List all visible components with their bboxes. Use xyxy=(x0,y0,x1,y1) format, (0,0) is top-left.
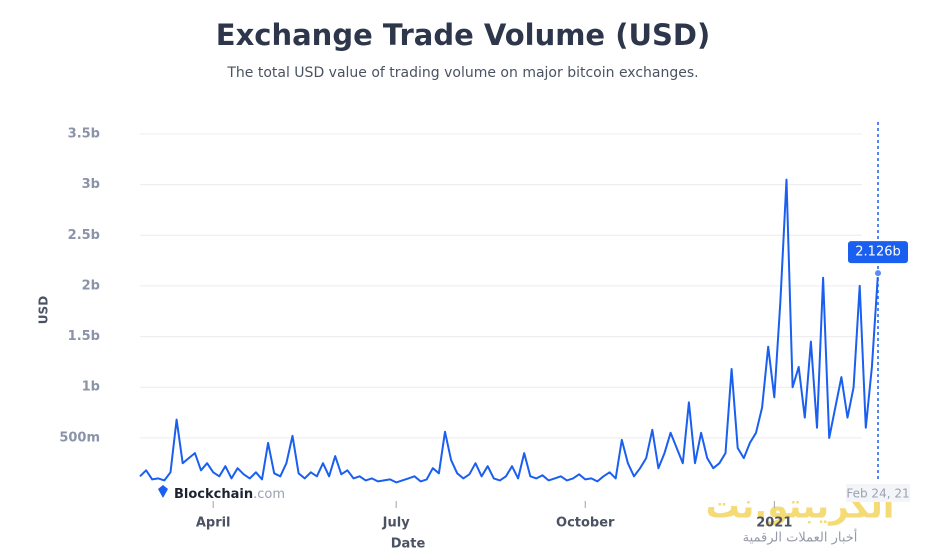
y-tick-label: 1.5b xyxy=(68,329,100,344)
y-axis-label: USD xyxy=(37,296,51,324)
hover-date-bg xyxy=(846,484,910,502)
hover-point xyxy=(874,269,882,278)
y-tick-label: 500m xyxy=(59,430,100,445)
chart-title: Exchange Trade Volume (USD) xyxy=(216,18,710,52)
watermark-tagline: أخبار العملات الرقمية xyxy=(743,529,858,546)
brand: Blockchain.com xyxy=(158,485,285,502)
x-tick-label: July xyxy=(382,516,411,531)
y-tick-label: 3.5b xyxy=(68,127,100,142)
x-tick-label: April xyxy=(196,516,231,531)
brand-logo xyxy=(158,485,168,498)
y-tick-label: 2b xyxy=(82,278,100,293)
brand-name: Blockchain.com xyxy=(174,487,285,502)
x-tick-label: 2021 xyxy=(756,516,792,531)
y-tick-label: 2.5b xyxy=(68,228,100,243)
data-line xyxy=(139,178,879,484)
hover-date: Feb 24, 21 xyxy=(846,487,909,501)
y-tick-label: 3b xyxy=(82,177,100,192)
value-label: 2.126b xyxy=(855,245,900,260)
y-tick-label: 1b xyxy=(82,380,100,395)
x-axis-label: Date xyxy=(391,537,426,549)
x-tick-label: October xyxy=(556,516,615,531)
value-label-bg xyxy=(848,241,908,264)
chart-subtitle: The total USD value of trading volume on… xyxy=(226,65,698,81)
